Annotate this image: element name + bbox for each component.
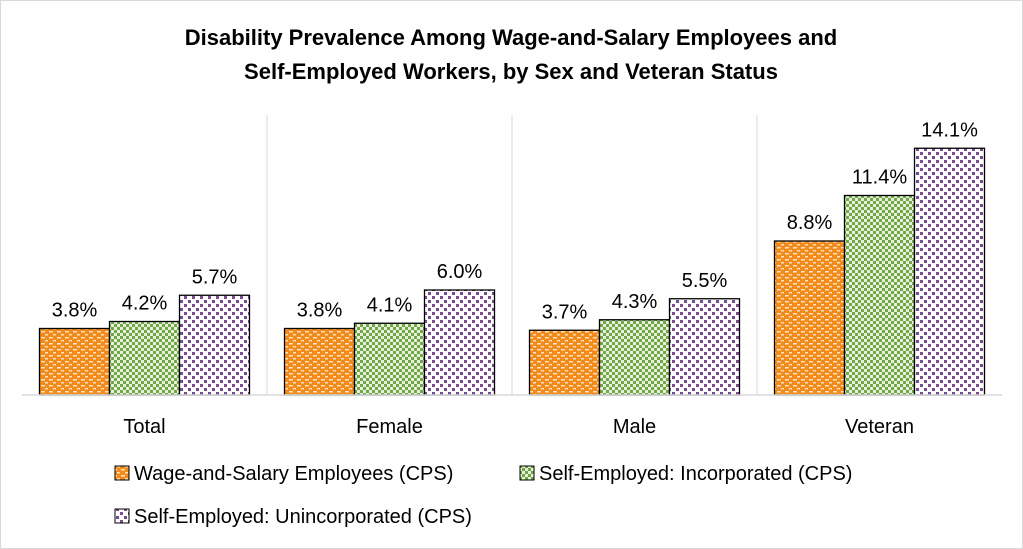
data-label: 14.1%: [921, 119, 978, 141]
chart-title-line-2: Self-Employed Workers, by Sex and Vetera…: [244, 59, 778, 84]
category-label: Total: [123, 416, 165, 438]
data-label: 4.1%: [367, 294, 413, 316]
data-label: 8.8%: [787, 212, 833, 234]
legend-item: Self-Employed: Unincorporated (CPS): [114, 506, 472, 528]
legend-swatch: [114, 465, 130, 481]
bar: [528, 329, 601, 396]
legend-item: Wage-and-Salary Employees (CPS): [114, 463, 453, 485]
category-label: Female: [356, 416, 423, 438]
legend-label: Self-Employed: Incorporated (CPS): [539, 463, 852, 485]
legend-item: Self-Employed: Incorporated (CPS): [519, 463, 852, 485]
bar: [38, 327, 111, 396]
bar: [913, 147, 986, 396]
bar: [108, 320, 181, 396]
bar: [178, 294, 251, 396]
legend-swatch: [519, 465, 535, 481]
bar: [773, 240, 846, 396]
legend-swatch: [114, 508, 130, 524]
data-label: 11.4%: [852, 167, 907, 189]
bar: [843, 194, 916, 396]
bar: [598, 319, 671, 396]
data-label: 3.8%: [297, 300, 343, 322]
bar: [353, 322, 426, 396]
data-label: 6.0%: [437, 261, 483, 283]
data-label: 4.3%: [612, 291, 658, 313]
data-label: 4.2%: [122, 293, 168, 315]
bar: [423, 289, 496, 396]
data-label: 5.7%: [192, 266, 238, 288]
bar: [283, 327, 356, 396]
legend-label: Self-Employed: Unincorporated (CPS): [134, 506, 472, 528]
data-label: 3.8%: [52, 300, 98, 322]
legend-label: Wage-and-Salary Employees (CPS): [134, 463, 453, 485]
data-label: 3.7%: [542, 301, 588, 323]
data-label: 5.5%: [682, 270, 728, 292]
category-label: Veteran: [845, 416, 914, 438]
chart-title-line-1: Disability Prevalence Among Wage-and-Sal…: [185, 25, 837, 50]
category-label: Male: [613, 416, 656, 438]
bar: [668, 298, 741, 396]
